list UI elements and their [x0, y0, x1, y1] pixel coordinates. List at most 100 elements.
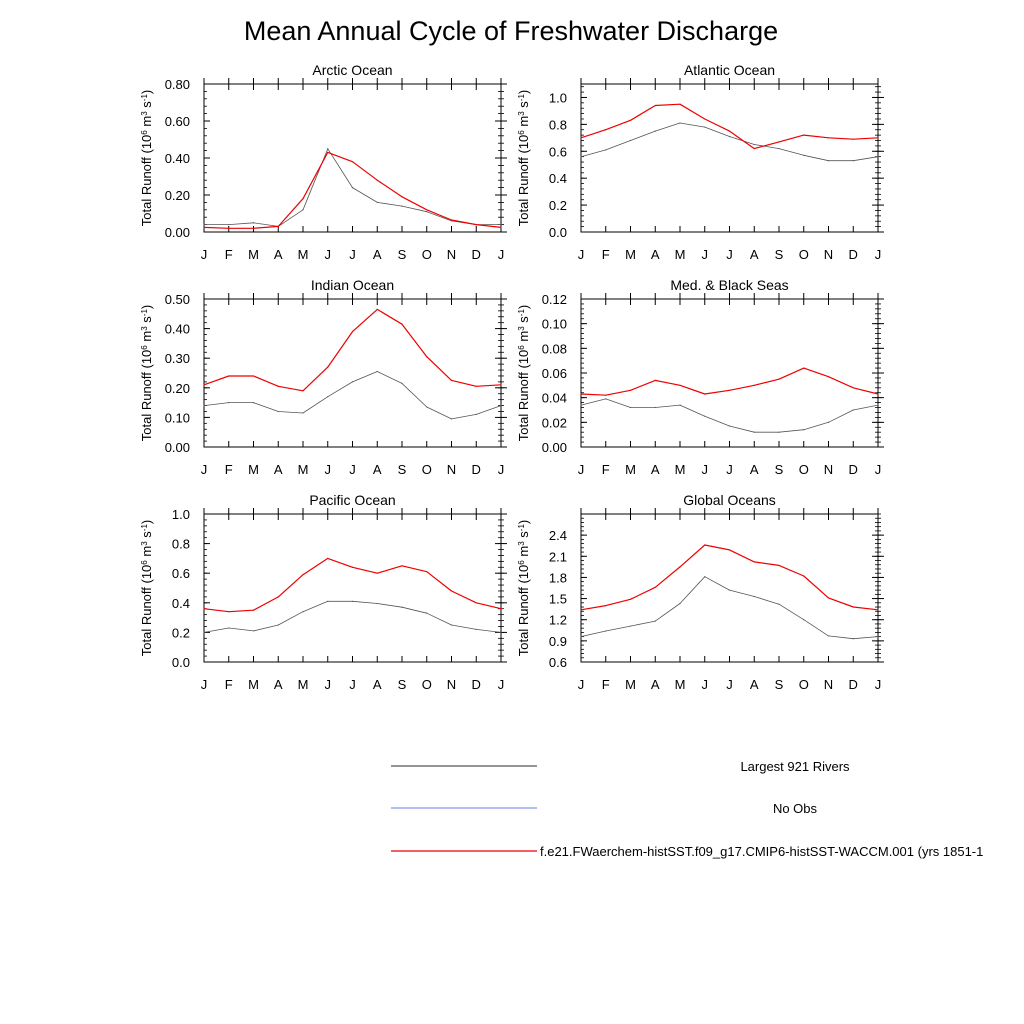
panel-1-series-2-point — [277, 225, 279, 228]
panel-5-series-2-point — [401, 565, 403, 567]
panel-5-series-1-point — [475, 628, 477, 631]
panel-6-x-tick-label: M — [675, 677, 686, 692]
panel-3-series-1-point — [426, 406, 428, 408]
panel-4-series-1-point — [728, 425, 731, 427]
panel-2-series-2-point — [580, 137, 582, 139]
panel-5-x-tick-label: J — [325, 677, 332, 692]
panel-2-y-tick-label: 0.4 — [549, 171, 567, 186]
panel-3-x-tick-label: J — [498, 462, 505, 477]
panel-2-series-1-point — [629, 139, 632, 142]
panel-4-series-2-point — [753, 384, 755, 386]
panel-5-x-tick-label: A — [274, 677, 283, 692]
panel-3-series-2-point — [500, 384, 502, 386]
panel-2-series-2-point — [679, 103, 681, 105]
panel-5-series-2-point — [450, 590, 453, 592]
panel-6-y-tick-label: 1.5 — [549, 592, 567, 607]
panel-3-series-1-point — [401, 382, 403, 384]
panel-5-series-2-point — [475, 602, 477, 604]
panel-4-series-1-point — [827, 421, 830, 423]
panel-3-x-tick-label: M — [248, 462, 259, 477]
panel-2-x-tick-label: A — [750, 247, 759, 262]
panel-6-x-tick-label: M — [625, 677, 636, 692]
panel-6-y-tick-label: 2.4 — [549, 528, 567, 543]
panel-6-series-1-point — [803, 619, 805, 621]
panel-6-series-1-point — [629, 625, 632, 627]
panel-3-x-tick-label: M — [298, 462, 309, 477]
panel-6-series-2-point — [580, 609, 582, 611]
panel-4-series-1-point — [778, 431, 780, 433]
panel-4-series-1-point — [877, 404, 879, 406]
panel-4-title: Med. & Black Seas — [670, 277, 788, 293]
panel-6-series-1-point — [580, 636, 582, 638]
panel-4-series-2-point — [877, 393, 879, 395]
panel-2-y-tick-label: 0.2 — [549, 198, 567, 213]
panel-5-series-1-point — [401, 606, 403, 608]
panel-5-series-2-line — [203, 557, 502, 613]
panel-2-series-1-point — [778, 147, 780, 150]
panel-1-x-tick-label: O — [422, 247, 432, 262]
panel-3-series-1-point — [327, 396, 329, 398]
panel-5-x-tick-label: J — [498, 677, 505, 692]
panel-1-series-1-point — [376, 201, 378, 203]
panel-6-series-2-point — [704, 544, 706, 546]
panel-1-y-tick-label: 0.40 — [165, 151, 190, 166]
panel-3-x-tick-label: F — [225, 462, 233, 477]
panel-3-series-1-point — [252, 402, 255, 404]
panel-4-y-tick-label: 0.02 — [542, 415, 567, 430]
panel-3-x-tick-label: A — [274, 462, 283, 477]
panel-2-y-axis-label: Total Runoff (106 m3 s-1) — [516, 90, 531, 227]
panel-1-x-tick-label: J — [201, 247, 208, 262]
panel-5-y-tick-label: 0.8 — [172, 537, 190, 552]
panel-1-series-2-line — [203, 151, 502, 229]
legend: Largest 921 Rivers No Obs f.e21.FWaerchem-… — [391, 759, 983, 859]
panel-2-series-1-point — [605, 149, 607, 151]
panel-5-series-1-point — [376, 602, 378, 605]
panel-2-x-tick-label: J — [875, 247, 882, 262]
panel-1-series-2-point — [252, 227, 255, 229]
panel-5-x-tick-label: M — [298, 677, 309, 692]
panel-2-series-2-point — [753, 147, 755, 150]
panel-2-x-tick-label: J — [578, 247, 585, 262]
panel-4-x-tick-label: O — [799, 462, 809, 477]
panel-1-y-axis-label: Total Runoff (106 m3 s-1) — [139, 90, 154, 227]
panel-6-y-tick-label: 0.6 — [549, 655, 567, 670]
panel-4-series-1-point — [852, 409, 854, 411]
panel-5-series-2-point — [351, 566, 354, 568]
panel-1-x-tick-label: F — [225, 247, 233, 262]
panel-2-y-tick-label: 1.0 — [549, 90, 567, 105]
panel-6-x-tick-label: N — [824, 677, 833, 692]
panel-6-series-2-point — [654, 586, 656, 588]
legend-label-3: f.e21.FWaerchem-histSST.f09_g17.CMIP6-hi… — [540, 844, 983, 859]
panel-2-series-2-point — [728, 130, 731, 132]
panel-4-series-2-point — [580, 393, 582, 395]
panel-1-x-tick-label: J — [325, 247, 332, 262]
panel-1-y-tick-label: 0.60 — [165, 114, 190, 129]
panel-1-x-tick-label: A — [373, 247, 382, 262]
legend-label-2: No Obs — [773, 801, 818, 816]
panel-4-x-tick-label: F — [602, 462, 610, 477]
panel-3-series-2-point — [327, 366, 329, 368]
panel-3-series-1-point — [351, 381, 354, 383]
panel-2-x-tick-label: O — [799, 247, 809, 262]
panel-5-x-tick-label: D — [472, 677, 481, 692]
panel-4-series-1-point — [803, 429, 805, 431]
panel-5-y-tick-label: 0.6 — [172, 566, 190, 581]
panel-1-series-1-point — [252, 222, 255, 224]
panel-4-x-tick-label: J — [875, 462, 882, 477]
panel-2-series-2-point — [877, 137, 879, 139]
panel-1-series-2-point — [351, 161, 354, 163]
panel-1-x-tick-label: A — [274, 247, 283, 262]
panel-1-y-tick-label: 0.80 — [165, 77, 190, 92]
panel-6-x-tick-label: D — [849, 677, 858, 692]
panel-6-y-tick-label: 1.2 — [549, 613, 567, 628]
panel-1-series-2-point — [376, 179, 378, 181]
panel-3-x-tick-label: N — [447, 462, 456, 477]
legend-label-1: Largest 921 Rivers — [740, 759, 850, 774]
panel-3-series-2-point — [203, 384, 205, 386]
panel-1-series-2-point — [475, 224, 477, 226]
panel-2-x-tick-label: M — [675, 247, 686, 262]
panel-2-x-tick-label: M — [625, 247, 636, 262]
panel-5-x-tick-label: A — [373, 677, 382, 692]
